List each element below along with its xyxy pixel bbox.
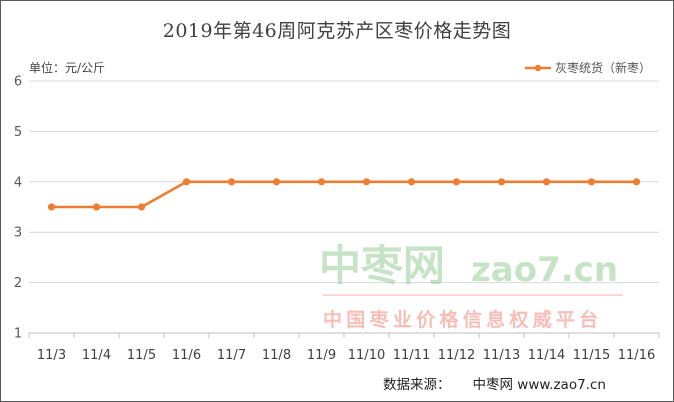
x-tick-label-11-13: 11/13 xyxy=(483,348,520,363)
data-point-11-8 xyxy=(272,178,281,186)
data-point-11-7 xyxy=(227,178,236,186)
x-tick-label-11-9: 11/9 xyxy=(307,348,336,363)
y-tick-label-1: 1 xyxy=(14,327,22,342)
chart-title: 2019年第46周阿克苏产区枣价格走势图 xyxy=(162,20,512,42)
data-source-label: 数据来源： xyxy=(383,377,451,393)
x-tick-label-11-16: 11/16 xyxy=(618,348,655,363)
y-tick-label-5: 5 xyxy=(14,125,22,140)
watermark-domain-text: zao7.cn xyxy=(471,250,618,290)
data-point-11-12 xyxy=(452,178,461,186)
x-tick-label-11-4: 11/4 xyxy=(82,348,111,363)
unit-label: 单位：元/公斤 xyxy=(29,61,106,75)
data-point-11-14 xyxy=(542,178,551,186)
data-point-11-13 xyxy=(497,178,506,186)
series-line-0 xyxy=(51,180,637,209)
data-point-11-6 xyxy=(182,178,191,186)
data-point-11-11 xyxy=(407,178,416,186)
x-tick-label-11-12: 11/12 xyxy=(438,348,475,363)
data-source: 数据来源： 中枣网 www.zao7.cn xyxy=(383,373,606,393)
x-tick-label-11-10: 11/10 xyxy=(348,348,385,363)
y-tick-label-3: 3 xyxy=(14,226,22,241)
data-point-11-9 xyxy=(317,178,326,186)
y-tick-label-4: 4 xyxy=(14,175,22,190)
legend-series-name: 灰枣统货（新枣） xyxy=(554,61,651,75)
watermark-slogan-text: 中国枣业价格信息权威平台 xyxy=(323,308,603,331)
y-tick-label-6: 6 xyxy=(14,75,22,90)
x-tick-label-11-15: 11/15 xyxy=(573,348,610,363)
data-point-11-3 xyxy=(47,203,56,211)
x-tick-label-11-14: 11/14 xyxy=(528,348,565,363)
data-point-11-16 xyxy=(632,178,641,186)
data-point-11-10 xyxy=(362,178,371,186)
legend: 灰枣统货（新枣） xyxy=(524,59,651,76)
x-tick-label-11-5: 11/5 xyxy=(127,348,156,363)
data-point-11-15 xyxy=(587,178,596,186)
y-tick-label-2: 2 xyxy=(14,276,22,291)
x-tick-label-11-6: 11/6 xyxy=(172,348,201,363)
x-tick-label-11-3: 11/3 xyxy=(37,348,66,363)
data-source-value: 中枣网 www.zao7.cn xyxy=(472,377,606,393)
x-tick-label-11-11: 11/11 xyxy=(393,348,430,363)
data-point-11-5 xyxy=(137,203,146,211)
x-tick-label-11-7: 11/7 xyxy=(217,348,246,363)
x-tick-label-11-8: 11/8 xyxy=(262,348,291,363)
data-point-11-4 xyxy=(92,203,101,211)
watermark-logo-text: 中枣网 xyxy=(319,241,445,290)
legend-line-marker-icon xyxy=(524,64,551,71)
